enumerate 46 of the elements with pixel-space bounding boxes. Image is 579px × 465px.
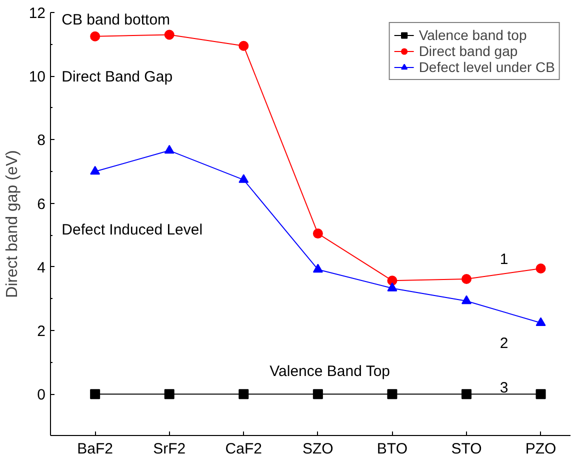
- point: [164, 144, 174, 154]
- x-tick-label: SrF2: [153, 440, 186, 458]
- x-tick-label: PZO: [525, 440, 556, 458]
- y-tick-label: 8: [37, 132, 46, 150]
- point: [462, 295, 472, 304]
- point: [536, 264, 546, 274]
- point: [387, 282, 398, 292]
- point: [387, 389, 398, 400]
- point: [164, 30, 174, 40]
- y-tick-label: 4: [37, 259, 46, 276]
- point: [462, 389, 472, 400]
- annotation: Valence Band Top: [270, 362, 390, 380]
- x-tick-label: BaF2: [77, 440, 114, 458]
- annotation: Defect Induced Level: [62, 221, 203, 238]
- point: [164, 389, 174, 400]
- x-tick-label: STO: [451, 440, 482, 458]
- annotation: 1: [500, 250, 508, 268]
- annotation: Direct Band Gap: [62, 68, 173, 86]
- point: [238, 174, 249, 183]
- y-tick-label: 10: [28, 68, 46, 86]
- annotation: CB band bottom: [62, 11, 170, 28]
- y-tick-label: 0: [37, 386, 46, 404]
- legend-label: Valence band top: [418, 27, 527, 43]
- y-axis-title: Direct band gap (eV): [4, 150, 21, 298]
- point: [312, 228, 323, 239]
- point: [90, 389, 100, 400]
- legend-label: Direct band gap: [418, 43, 518, 59]
- x-tick-label: BTO: [376, 440, 408, 458]
- point: [238, 40, 249, 51]
- legend-label: Defect level under CB: [418, 59, 555, 75]
- y-tick-label: 2: [37, 323, 46, 340]
- annotation: 2: [500, 335, 508, 352]
- point: [90, 166, 100, 175]
- point: [462, 274, 472, 284]
- point: [90, 31, 100, 42]
- point: [312, 389, 323, 400]
- point: [238, 389, 249, 400]
- point: [536, 317, 546, 326]
- point: [536, 389, 546, 400]
- y-tick-label: 6: [37, 196, 46, 213]
- x-tick-label: SZO: [302, 440, 334, 458]
- y-tick-label: 12: [28, 5, 46, 22]
- annotation: 3: [500, 380, 508, 397]
- point: [312, 264, 323, 273]
- x-tick-label: CaF2: [225, 440, 262, 458]
- point: [387, 276, 398, 286]
